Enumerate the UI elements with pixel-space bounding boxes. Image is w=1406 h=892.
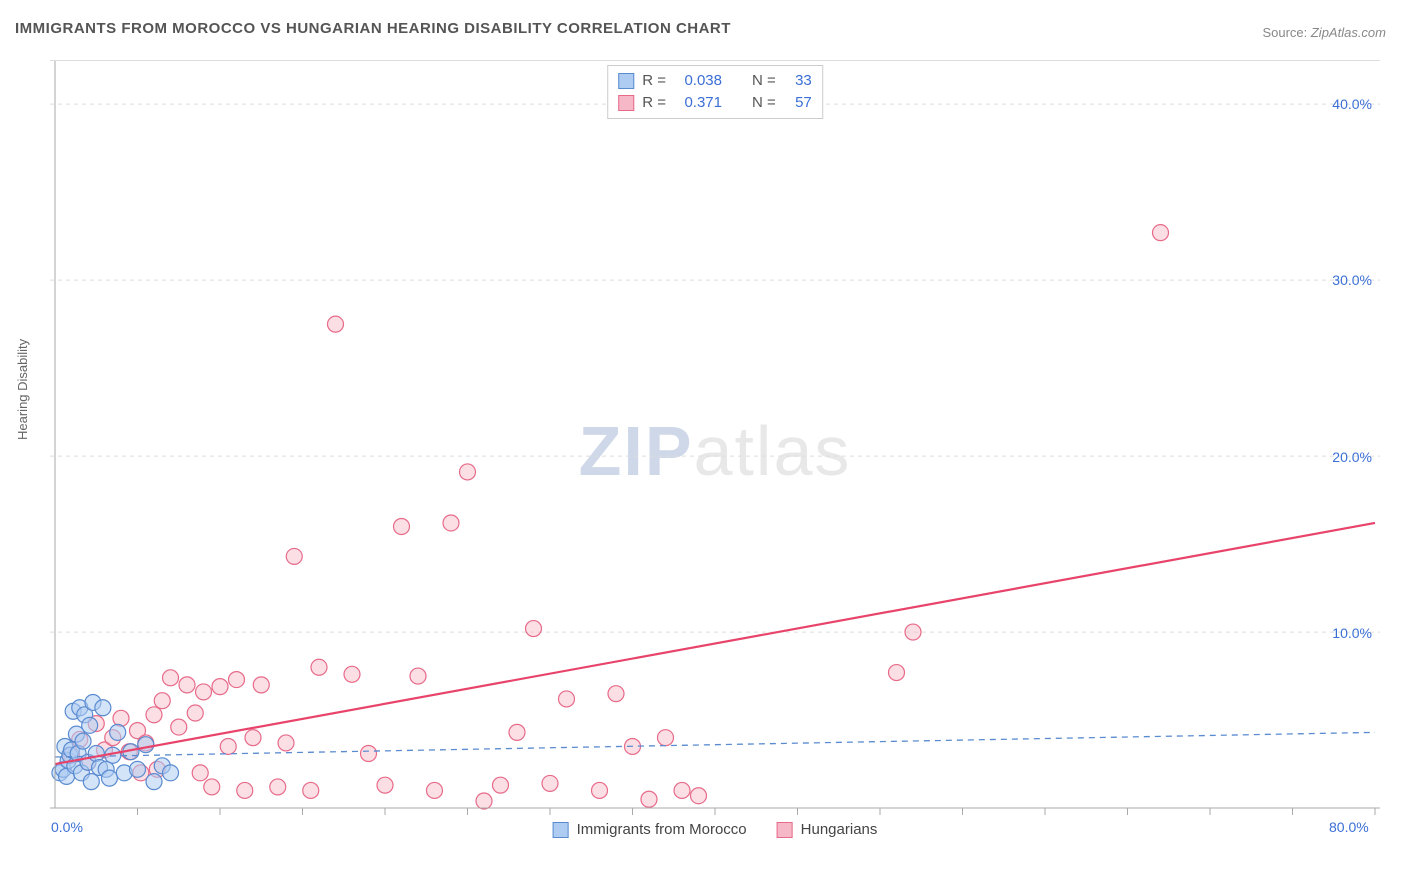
x-end-label: 80.0% bbox=[1329, 819, 1369, 835]
swatch-morocco bbox=[553, 822, 569, 838]
source-value: ZipAtlas.com bbox=[1311, 25, 1386, 40]
x-origin-label: 0.0% bbox=[51, 819, 83, 835]
swatch-hungarians bbox=[618, 95, 634, 111]
n-label: N = bbox=[752, 70, 776, 92]
swatch-morocco bbox=[618, 73, 634, 89]
stats-row-hungarians: R = 0.371 N = 57 bbox=[618, 92, 812, 114]
y-tick-label: 10.0% bbox=[1332, 625, 1372, 641]
y-axis-label: Hearing Disability bbox=[15, 339, 30, 440]
stats-row-morocco: R = 0.038 N = 33 bbox=[618, 70, 812, 92]
n-value-morocco: 33 bbox=[784, 70, 812, 92]
plot-area: ZIPatlas 10.0%20.0%30.0%40.0% R = 0.038 … bbox=[50, 60, 1380, 840]
swatch-hungarians bbox=[777, 822, 793, 838]
y-tick-label: 40.0% bbox=[1332, 96, 1372, 112]
chart-title: IMMIGRANTS FROM MOROCCO VS HUNGARIAN HEA… bbox=[15, 20, 731, 37]
r-label: R = bbox=[642, 70, 666, 92]
legend-label-morocco: Immigrants from Morocco bbox=[577, 821, 747, 838]
stats-legend-box: R = 0.038 N = 33 R = 0.371 N = 57 bbox=[607, 65, 823, 119]
y-tick-label: 30.0% bbox=[1332, 272, 1372, 288]
n-label: N = bbox=[752, 92, 776, 114]
n-value-hungarians: 57 bbox=[784, 92, 812, 114]
y-tick-label: 20.0% bbox=[1332, 449, 1372, 465]
r-value-morocco: 0.038 bbox=[674, 70, 722, 92]
legend-label-hungarians: Hungarians bbox=[801, 821, 878, 838]
source-label: Source: bbox=[1262, 25, 1310, 40]
scatter-svg bbox=[50, 61, 1380, 840]
legend-item-hungarians: Hungarians bbox=[777, 821, 878, 838]
legend-item-morocco: Immigrants from Morocco bbox=[553, 821, 747, 838]
source-attribution: Source: ZipAtlas.com bbox=[1262, 25, 1386, 40]
legend-bottom: Immigrants from Morocco Hungarians bbox=[545, 821, 886, 838]
r-label: R = bbox=[642, 92, 666, 114]
r-value-hungarians: 0.371 bbox=[674, 92, 722, 114]
